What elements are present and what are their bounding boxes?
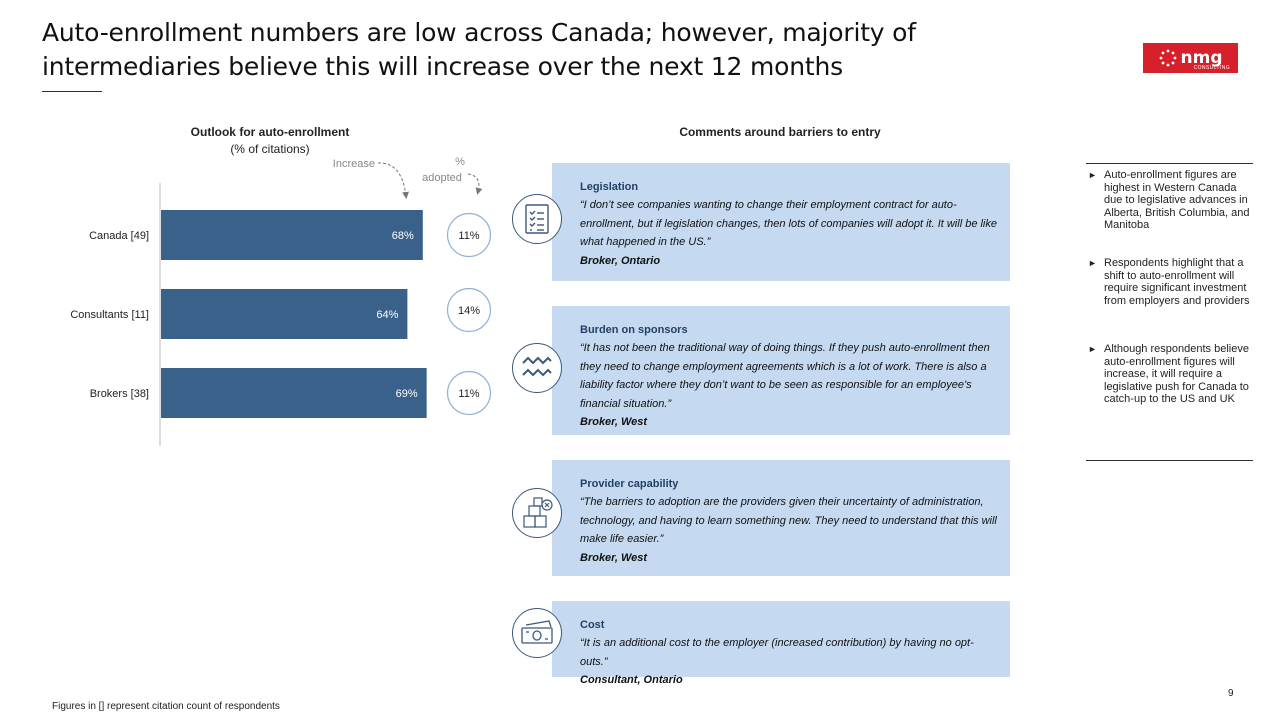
adopted-annotation-line2: adopted (422, 172, 462, 184)
bullet-marker: ► (1088, 344, 1097, 354)
summary-bullet: ► Auto-enrollment figures are highest in… (1088, 169, 1256, 232)
comment-quote: “The barriers to adoption are the provid… (580, 496, 997, 545)
bar-value-label: 69% (396, 388, 418, 400)
bar-increase (161, 289, 408, 339)
adopted-arrow (467, 173, 483, 195)
adopted-circle (446, 287, 492, 333)
adopted-circle (446, 212, 492, 258)
comment-card-legislation: Legislation “I don’t see companies wanti… (552, 163, 1010, 281)
logo-wordmark: nmg (1180, 48, 1223, 68)
bar-value-label: 64% (376, 309, 398, 321)
comment-category: Cost (580, 619, 605, 631)
adopted-annotation-line1: % (455, 156, 465, 168)
waves-icon (512, 343, 562, 393)
comment-quote: “It has not been the traditional way of … (580, 342, 990, 410)
nmg-logo: nmg CONSULTING (1143, 43, 1238, 73)
logo-burst-icon (1159, 49, 1176, 67)
adopted-value-label: 11% (458, 388, 479, 400)
bar-increase (161, 368, 427, 418)
chart-title: Outlook for auto-enrollment (190, 125, 350, 139)
banknotes-icon (512, 608, 562, 658)
bullet-marker: ► (1088, 170, 1097, 180)
outlook-bar-chart: Increase % adopted 68% Canada [49] 11% 64% Con… (70, 156, 492, 446)
comment-attribution: Broker, West (580, 416, 648, 428)
comment-card-cost: Cost “It is an additional cost to the em… (552, 601, 1010, 686)
adopted-value-label: 14% (458, 305, 480, 317)
boxes-icon (512, 488, 562, 538)
summary-bullet-text: Respondents highlight that a shift to au… (1104, 257, 1250, 307)
checklist-icon (512, 194, 562, 244)
summary-bullet: ► Respondents highlight that a shift to … (1088, 257, 1256, 307)
comment-quote: “I don’t see companies wanting to change… (580, 199, 997, 248)
category-tick-label: Brokers [38] (90, 388, 149, 400)
comment-attribution: Consultant, Ontario (580, 674, 683, 686)
summary-bullet-text: Auto-enrollment figures are highest in W… (1104, 169, 1250, 231)
comment-card-provider-capability: Provider capability “The barriers to ado… (552, 460, 1010, 576)
comment-category: Burden on sponsors (580, 324, 688, 336)
comment-attribution: Broker, West (580, 551, 648, 564)
comment-card-burden-on-sponsors: Burden on sponsors “It has not been the … (552, 306, 1010, 435)
summary-top-rule (1086, 163, 1253, 164)
increase-arrow (377, 162, 410, 199)
adopted-value-label: 11% (458, 230, 479, 242)
title-underline (42, 91, 102, 92)
category-tick-label: Canada [49] (89, 230, 149, 242)
comment-category: Provider capability (580, 478, 679, 490)
logo-subtitle: CONSULTING (1193, 65, 1230, 71)
increase-annotation: Increase (333, 158, 375, 170)
bar-increase (161, 210, 423, 260)
page-title: Auto-enrollment numbers are low across C… (42, 18, 916, 81)
comments-title: Comments around barriers to entry (679, 125, 881, 139)
bullet-marker: ► (1088, 258, 1097, 268)
comment-quote: “It is an additional cost to the employe… (580, 637, 974, 668)
summary-bullet: ► Although respondents believe auto-enro… (1088, 343, 1256, 406)
footnote: Figures in [] represent citation count o… (52, 701, 280, 712)
summary-bullet-text: Although respondents believe auto-enroll… (1104, 343, 1249, 405)
comment-attribution: Broker, Ontario (580, 254, 661, 267)
summary-bottom-rule (1086, 460, 1253, 461)
category-tick-label: Consultants [11] (70, 309, 149, 321)
comment-category: Legislation (580, 181, 639, 193)
page-number: 9 (1228, 688, 1234, 699)
chart-subtitle: (% of citations) (230, 142, 310, 156)
bar-value-label: 68% (392, 230, 414, 242)
adopted-circle (446, 370, 492, 416)
